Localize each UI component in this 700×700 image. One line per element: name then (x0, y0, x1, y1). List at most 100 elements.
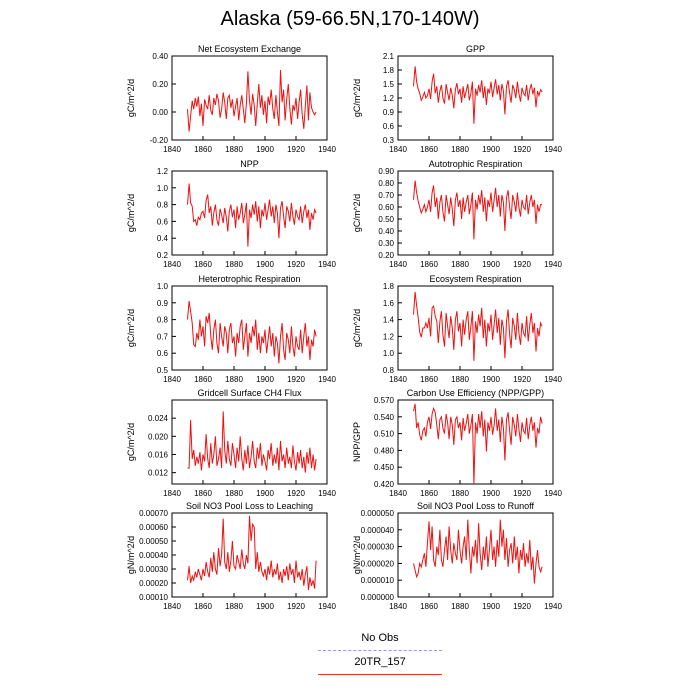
x-tick-label: 1860 (194, 489, 212, 498)
x-tick-label: 1940 (544, 145, 562, 154)
x-tick-label: 1880 (451, 260, 469, 269)
y-tick-label: 0.90 (378, 167, 394, 176)
x-tick-label: 1940 (544, 260, 562, 269)
x-tick-label: 1900 (256, 260, 274, 269)
x-tick-label: 1940 (544, 489, 562, 498)
y-tick-label: 0.000020 (361, 559, 395, 568)
x-tick-label: 1900 (482, 375, 500, 384)
y-tick-label: 0.00050 (139, 537, 168, 546)
series-line-0 (187, 515, 317, 591)
y-tick-label: 0.20 (152, 80, 168, 89)
y-tick-label: 0.9 (383, 108, 395, 117)
y-tick-label: 0.8 (157, 201, 169, 210)
plot-frame (397, 170, 554, 256)
x-tick-label: 1920 (287, 260, 305, 269)
plot-frame (171, 55, 328, 141)
x-tick-label: 1880 (225, 489, 243, 498)
x-tick-label: 1840 (163, 260, 181, 269)
series-line-0 (413, 180, 543, 240)
y-tick-label: 0.40 (378, 227, 394, 236)
y-tick-label: 1.0 (383, 349, 395, 358)
y-tick-label: 0.7 (157, 332, 169, 341)
series-line-0 (413, 66, 543, 124)
chart-panel-9: Soil NO3 Pool Loss to Runoff gN/m^2/d 1840… (352, 501, 562, 611)
chart-panel-4: Heterotrophic Respiration gC/m^2/d 1840 186… (126, 274, 336, 384)
x-tick-label: 1940 (544, 602, 562, 611)
chart-panel-0: Net Ecosystem Exchange gC/m^2/d 1840 1860 18… (126, 44, 336, 154)
y-tick-label: 0.70 (378, 191, 394, 200)
x-tick-label: 1920 (513, 489, 531, 498)
y-tick-label: 1.8 (383, 282, 395, 291)
y-tick-label: 0.6 (157, 349, 169, 358)
plot-frame (397, 285, 554, 371)
x-tick-label: 1920 (513, 375, 531, 384)
x-tick-label: 1940 (318, 375, 336, 384)
y-tick-label: 0.020 (148, 432, 169, 441)
series-line-0 (413, 291, 543, 361)
x-tick-label: 1940 (318, 489, 336, 498)
y-tick-label: 1.5 (383, 80, 395, 89)
x-tick-label: 1880 (225, 375, 243, 384)
panel-title: Carbon Use Efficiency (NPP/GPP) (407, 388, 544, 398)
y-axis-label: gC/m^2/d (352, 79, 362, 117)
y-tick-label: 1.2 (157, 167, 169, 176)
x-tick-label: 1840 (163, 375, 181, 384)
x-tick-label: 1920 (287, 489, 305, 498)
chart-panel-3: Autotrophic Respiration gC/m^2/d 1840 1860 1… (352, 159, 562, 269)
series-line-0 (413, 519, 543, 584)
figure-title: Alaska (59-66.5N,170-140W) (220, 8, 480, 30)
y-tick-label: 0.8 (157, 316, 169, 325)
y-tick-label: 0.80 (378, 179, 394, 188)
y-tick-label: 0.6 (383, 122, 395, 131)
x-tick-label: 1900 (482, 145, 500, 154)
x-tick-label: 1920 (513, 260, 531, 269)
y-tick-label: 0.5 (157, 366, 169, 375)
x-tick-label: 1880 (225, 602, 243, 611)
panel-title: Gridcell Surface CH4 Flux (197, 388, 302, 398)
chart-panel-1: GPP gC/m^2/d 1840 1860 1880 1900 1920 1940 0.3 0.… (352, 44, 562, 154)
x-tick-label: 1900 (482, 602, 500, 611)
panel-title: Net Ecosystem Exchange (198, 44, 301, 54)
y-tick-label: 0.30 (378, 239, 394, 248)
x-tick-label: 1840 (389, 375, 407, 384)
x-tick-label: 1860 (420, 260, 438, 269)
y-tick-label: 2.1 (383, 52, 395, 61)
y-axis-label: NPP/GPP (352, 422, 362, 462)
y-tick-label: 1.6 (383, 299, 395, 308)
y-axis-label: gC/m^2/d (352, 194, 362, 232)
y-tick-label: 0.6 (157, 217, 169, 226)
x-tick-label: 1880 (451, 375, 469, 384)
x-tick-label: 1840 (389, 145, 407, 154)
y-tick-label: 0.00060 (139, 523, 168, 532)
y-tick-label: 0.9 (157, 299, 169, 308)
x-tick-label: 1840 (163, 489, 181, 498)
x-tick-label: 1920 (287, 602, 305, 611)
x-tick-label: 1920 (513, 602, 531, 611)
y-tick-label: 1.2 (383, 94, 395, 103)
y-tick-label: 1.0 (157, 282, 169, 291)
x-tick-label: 1840 (163, 602, 181, 611)
x-tick-label: 1840 (389, 260, 407, 269)
x-tick-label: 1860 (420, 602, 438, 611)
y-tick-label: 0.540 (374, 413, 395, 422)
y-tick-label: -0.20 (150, 136, 169, 145)
x-tick-label: 1840 (389, 602, 407, 611)
y-tick-label: 0.00010 (139, 593, 168, 602)
y-tick-label: 0.8 (383, 366, 395, 375)
panel-title: Ecosystem Respiration (429, 274, 521, 284)
panel-title: NPP (240, 159, 259, 169)
x-tick-label: 1880 (451, 145, 469, 154)
y-axis-label: gC/m^2/d (126, 194, 136, 232)
y-tick-label: 0.000050 (361, 509, 395, 518)
plot-frame (397, 512, 554, 598)
y-tick-label: 0.000030 (361, 543, 395, 552)
chart-panel-5: Ecosystem Respiration gC/m^2/d 1840 1860 188… (352, 274, 562, 384)
panel-title: Heterotrophic Respiration (198, 274, 300, 284)
y-tick-label: 0.024 (148, 414, 169, 423)
x-tick-label: 1940 (318, 145, 336, 154)
y-tick-label: 0.00040 (139, 551, 168, 560)
legend-line-20tr (318, 674, 442, 675)
x-tick-label: 1860 (420, 489, 438, 498)
y-tick-label: 0.016 (148, 450, 169, 459)
plot-frame (171, 170, 328, 256)
